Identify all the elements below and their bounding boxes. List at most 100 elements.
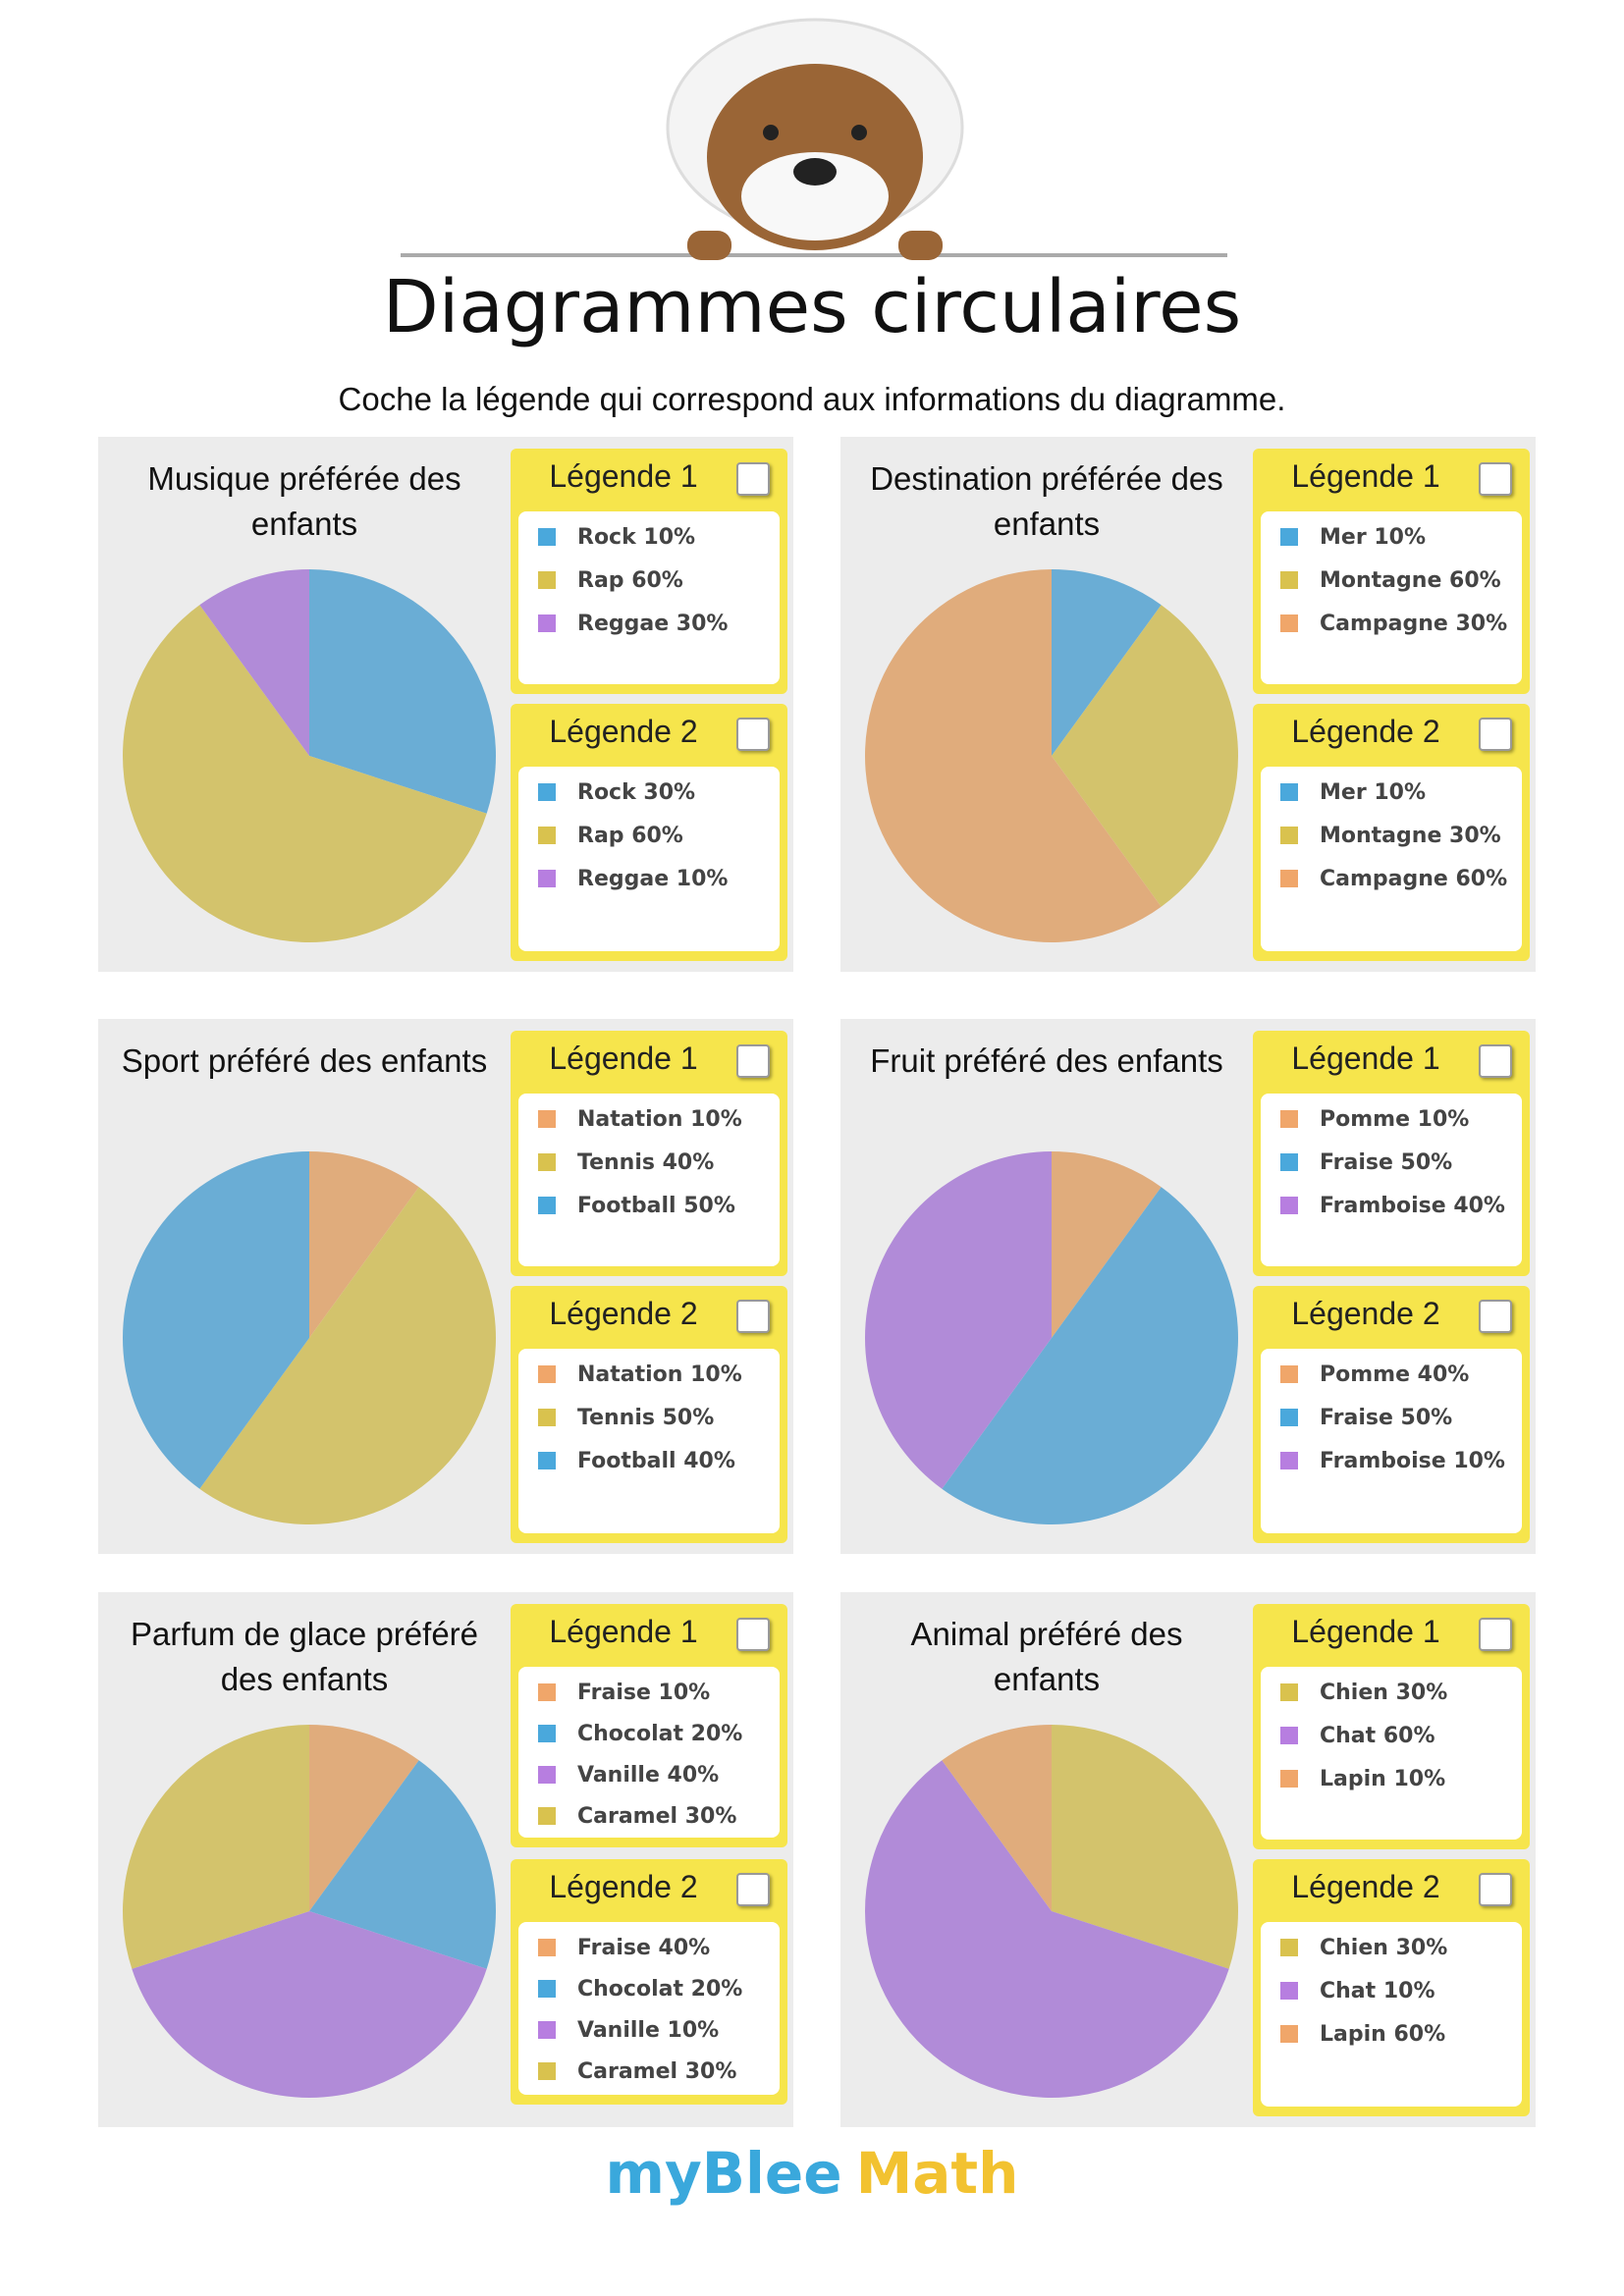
- mascot: [401, 18, 1227, 260]
- legend-swatch: [1280, 528, 1298, 546]
- legend-item: Lapin 60%: [1280, 2022, 1445, 2047]
- legend-swatch: [1280, 1365, 1298, 1383]
- legend-item: Mer 10%: [1280, 525, 1426, 550]
- checkbox[interactable]: [1479, 1873, 1512, 1906]
- legend-label: Chat 60%: [1320, 1724, 1435, 1748]
- pie-slice: [309, 1725, 419, 1911]
- legend-swatch: [1280, 614, 1298, 632]
- legend-title: Légende 1: [549, 1614, 698, 1649]
- legend-option: Légende 2 Pomme 40% Fraise 50% Framboise 10…: [1253, 1286, 1530, 1543]
- legend-title: Légende 1: [549, 458, 698, 494]
- checkbox[interactable]: [1479, 1618, 1512, 1651]
- checkbox[interactable]: [736, 462, 770, 496]
- checkbox[interactable]: [736, 1044, 770, 1078]
- legend-swatch: [1280, 1452, 1298, 1469]
- legend-item: Chat 60%: [1280, 1724, 1435, 1748]
- pie-slice: [199, 569, 309, 756]
- checkbox[interactable]: [736, 718, 770, 751]
- pie-slice: [1052, 1725, 1238, 1969]
- legend-option: Légende 2 Fraise 40% Chocolat 20% Vanille 1…: [511, 1859, 787, 2105]
- brand-part: myBlee: [605, 2140, 842, 2207]
- brand-logo: myBlee Math: [0, 2140, 1624, 2207]
- pie-slice: [123, 1151, 309, 1489]
- legend-item: Chocolat 20%: [538, 1722, 742, 1746]
- legend-swatch: [1280, 1153, 1298, 1171]
- legend-item: Montagne 30%: [1280, 824, 1501, 848]
- legend-title: Légende 1: [1291, 1041, 1440, 1076]
- legend-swatch: [538, 614, 556, 632]
- legend-option: Légende 2 Chien 30% Chat 10% Lapin 60%: [1253, 1859, 1530, 2116]
- legend-item: Reggae 30%: [538, 612, 728, 636]
- checkbox[interactable]: [736, 1300, 770, 1333]
- chart-title: Destination préférée des enfants: [870, 460, 1223, 542]
- legend-label: Chien 30%: [1320, 1936, 1448, 1960]
- legend-swatch: [1280, 1409, 1298, 1426]
- legend-label: Rap 60%: [577, 824, 683, 848]
- legend-body: Natation 10% Tennis 50% Football 40%: [518, 1349, 780, 1533]
- legend-swatch: [538, 571, 556, 589]
- pie-slice: [309, 569, 497, 814]
- pie-chart: [865, 569, 1238, 942]
- page-title: Diagrammes circulaires: [382, 265, 1242, 349]
- legend-item: Reggae 10%: [538, 867, 728, 891]
- chart-title: Parfum de glace préféré des enfants: [130, 1616, 479, 1697]
- legend-item: Campagne 30%: [1280, 612, 1507, 636]
- checkbox[interactable]: [1479, 718, 1512, 751]
- legend-item: Chien 30%: [1280, 1681, 1447, 1705]
- checkbox[interactable]: [1479, 462, 1512, 496]
- legend-label: Fraise 50%: [1320, 1150, 1453, 1175]
- brand-part: Math: [855, 2140, 1019, 2207]
- legend-swatch: [538, 1766, 556, 1784]
- legend-body: Mer 10% Montagne 30% Campagne 60%: [1261, 767, 1522, 951]
- legend-swatch: [538, 1153, 556, 1171]
- legend-swatch: [1280, 827, 1298, 844]
- legend-label: Caramel 30%: [577, 2059, 737, 2084]
- legend-swatch: [1280, 2025, 1298, 2043]
- checkbox[interactable]: [1479, 1044, 1512, 1078]
- legend-swatch: [538, 1939, 556, 1956]
- chart-panel: Fruit préféré des enfants Légende 1 Pomme …: [840, 1019, 1536, 1554]
- legend-item: Football 50%: [538, 1194, 735, 1218]
- legend-option: Légende 2 Mer 10% Montagne 30% Campagne 60%: [1253, 704, 1530, 961]
- legend-item: Mer 10%: [1280, 780, 1426, 805]
- legend-swatch: [538, 783, 556, 801]
- pie-slice: [199, 1187, 497, 1524]
- instructions: Coche la légende qui correspond aux info…: [338, 381, 1286, 417]
- legend-swatch: [1280, 1110, 1298, 1128]
- checkbox[interactable]: [1479, 1300, 1512, 1333]
- chart-title: Sport préféré des enfants: [121, 1042, 488, 1079]
- legend-label: Pomme 40%: [1320, 1362, 1470, 1387]
- legend-item: Vanille 10%: [538, 2018, 719, 2043]
- pie-slice: [123, 605, 487, 942]
- legend-label: Lapin 60%: [1320, 2022, 1446, 2047]
- legend-label: Campagne 30%: [1320, 612, 1508, 636]
- legend-label: Framboise 10%: [1320, 1449, 1505, 1473]
- pie-chart: [865, 1151, 1238, 1524]
- pie-slice: [1052, 605, 1238, 907]
- chart-title: Musique préférée des enfants: [147, 460, 461, 542]
- legend-swatch: [538, 1807, 556, 1825]
- legend-body: Chien 30% Chat 10% Lapin 60%: [1261, 1922, 1522, 2107]
- legend-item: Tennis 50%: [538, 1406, 714, 1430]
- legend-item: Natation 10%: [538, 1362, 742, 1387]
- legend-item: Montagne 60%: [1280, 568, 1501, 593]
- legend-body: Rock 10% Rap 60% Reggae 30%: [518, 511, 780, 684]
- legend-body: Pomme 40% Fraise 50% Framboise 10%: [1261, 1349, 1522, 1533]
- legend-body: Rock 30% Rap 60% Reggae 10%: [518, 767, 780, 951]
- pie-chart: [123, 1151, 497, 1524]
- pie-slice: [132, 1911, 487, 2098]
- legend-title: Légende 2: [549, 1869, 698, 1904]
- legend-swatch: [1280, 1982, 1298, 2000]
- legend-title: Légende 2: [1291, 714, 1440, 749]
- pie-slice: [942, 1725, 1052, 1911]
- pie-slice: [865, 1151, 1052, 1489]
- legend-item: Rock 30%: [538, 780, 695, 805]
- legend-item: Chat 10%: [1280, 1979, 1435, 2003]
- legend-option: Légende 2 Rock 30% Rap 60% Reggae 10%: [511, 704, 787, 961]
- checkbox[interactable]: [736, 1618, 770, 1651]
- chart-title: Fruit préféré des enfants: [870, 1042, 1223, 1079]
- legend-body: Chien 30% Chat 60% Lapin 10%: [1261, 1667, 1522, 1840]
- legend-body: Fraise 40% Chocolat 20% Vanille 10% Caramel…: [518, 1922, 780, 2095]
- legend-option: Légende 1 Chien 30% Chat 60% Lapin 10%: [1253, 1604, 1530, 1849]
- checkbox[interactable]: [736, 1873, 770, 1906]
